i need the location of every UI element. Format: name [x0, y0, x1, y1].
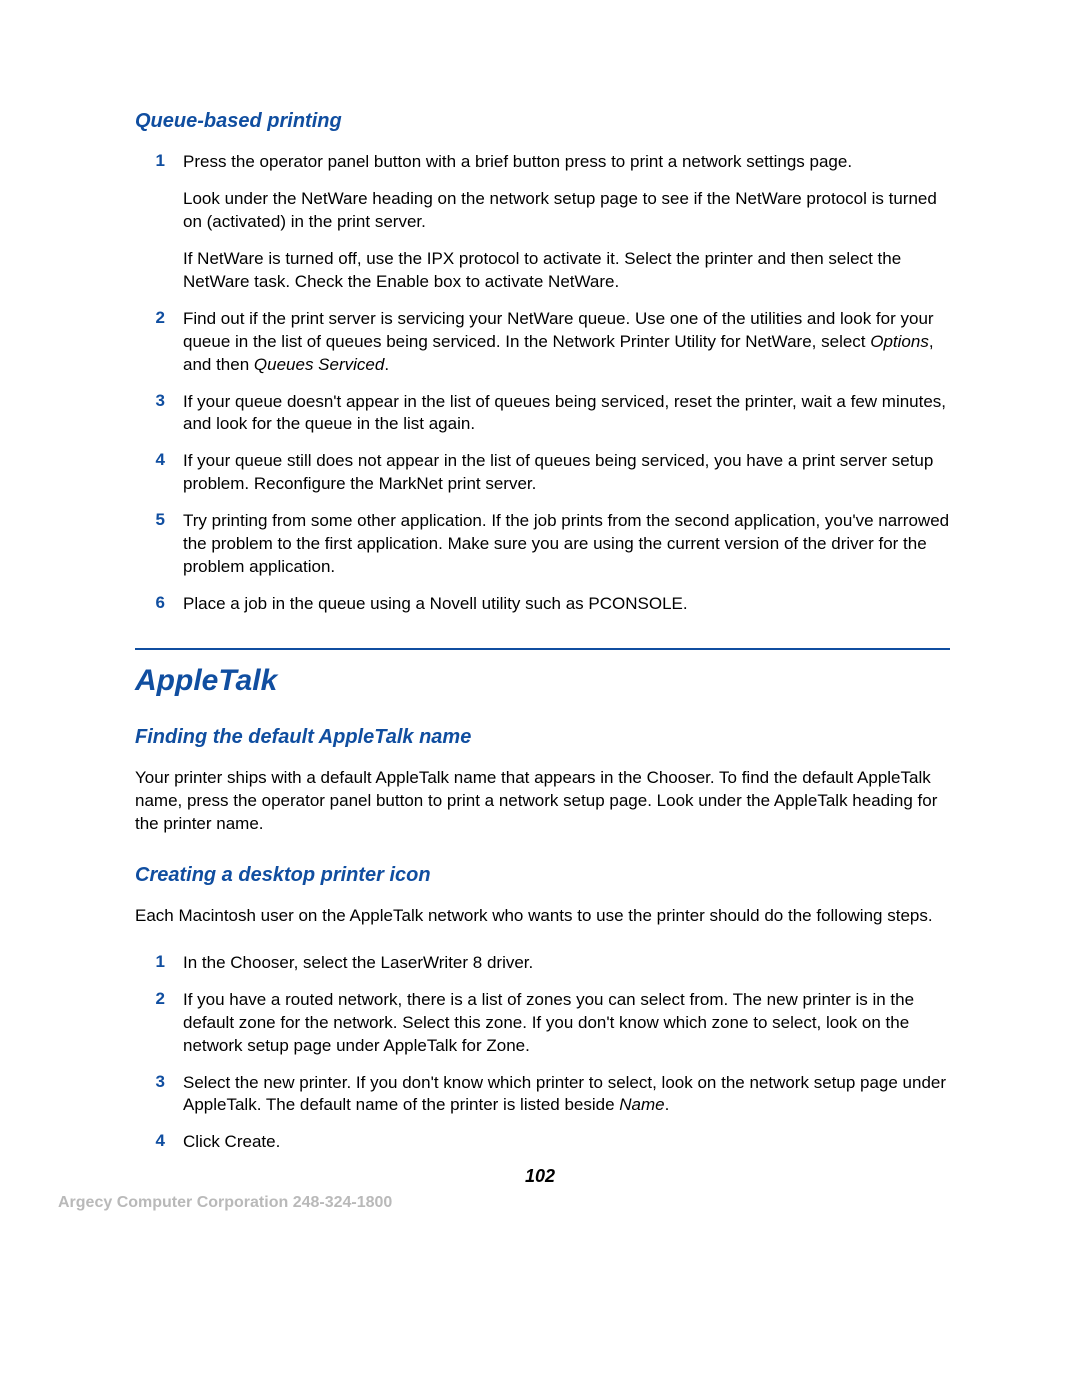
item-body: Press the operator panel button with a b… — [183, 151, 950, 294]
item-para: If NetWare is turned off, use the IPX pr… — [183, 248, 950, 294]
item-para: Look under the NetWare heading on the ne… — [183, 188, 950, 234]
item-body: Try printing from some other application… — [183, 510, 950, 579]
list-item: 6 Place a job in the queue using a Novel… — [135, 593, 950, 616]
creating-intro: Each Macintosh user on the AppleTalk net… — [135, 905, 950, 928]
item-number: 4 — [135, 1131, 183, 1154]
item-number: 1 — [135, 952, 183, 975]
item-para: Press the operator panel button with a b… — [183, 151, 950, 174]
queue-list: 1 Press the operator panel button with a… — [135, 151, 950, 616]
item-body: Find out if the print server is servicin… — [183, 308, 950, 377]
item-body: Select the new printer. If you don't kno… — [183, 1072, 950, 1118]
list-item: 1 In the Chooser, select the LaserWriter… — [135, 952, 950, 975]
section-divider — [135, 648, 950, 650]
list-item: 2 If you have a routed network, there is… — [135, 989, 950, 1058]
finding-body: Your printer ships with a default AppleT… — [135, 767, 950, 836]
item-number: 1 — [135, 151, 183, 294]
creating-heading: Creating a desktop printer icon — [135, 864, 950, 887]
finding-section: Finding the default AppleTalk name Your … — [135, 726, 950, 836]
list-item: 3 If your queue doesn't appear in the li… — [135, 391, 950, 437]
footer-text: Argecy Computer Corporation 248-324-1800 — [58, 1194, 392, 1212]
appletalk-heading: AppleTalk — [135, 664, 950, 698]
list-item: 5 Try printing from some other applicati… — [135, 510, 950, 579]
item-body: If your queue doesn't appear in the list… — [183, 391, 950, 437]
item-number: 2 — [135, 989, 183, 1058]
finding-heading: Finding the default AppleTalk name — [135, 726, 950, 749]
item-number: 3 — [135, 1072, 183, 1118]
list-item: 2 Find out if the print server is servic… — [135, 308, 950, 377]
item-number: 5 — [135, 510, 183, 579]
list-item: 4 Click Create. — [135, 1131, 950, 1154]
item-number: 4 — [135, 450, 183, 496]
queue-heading: Queue-based printing — [135, 110, 950, 133]
page-number: 102 — [0, 1166, 1080, 1187]
item-body: If your queue still does not appear in t… — [183, 450, 950, 496]
item-number: 3 — [135, 391, 183, 437]
creating-list: 1 In the Chooser, select the LaserWriter… — [135, 952, 950, 1155]
item-body: If you have a routed network, there is a… — [183, 989, 950, 1058]
creating-section: Creating a desktop printer icon Each Mac… — [135, 864, 950, 1155]
item-body: Click Create. — [183, 1131, 950, 1154]
list-item: 4 If your queue still does not appear in… — [135, 450, 950, 496]
list-item: 3 Select the new printer. If you don't k… — [135, 1072, 950, 1118]
item-body: In the Chooser, select the LaserWriter 8… — [183, 952, 950, 975]
item-body: Place a job in the queue using a Novell … — [183, 593, 950, 616]
item-number: 2 — [135, 308, 183, 377]
list-item: 1 Press the operator panel button with a… — [135, 151, 950, 294]
item-number: 6 — [135, 593, 183, 616]
